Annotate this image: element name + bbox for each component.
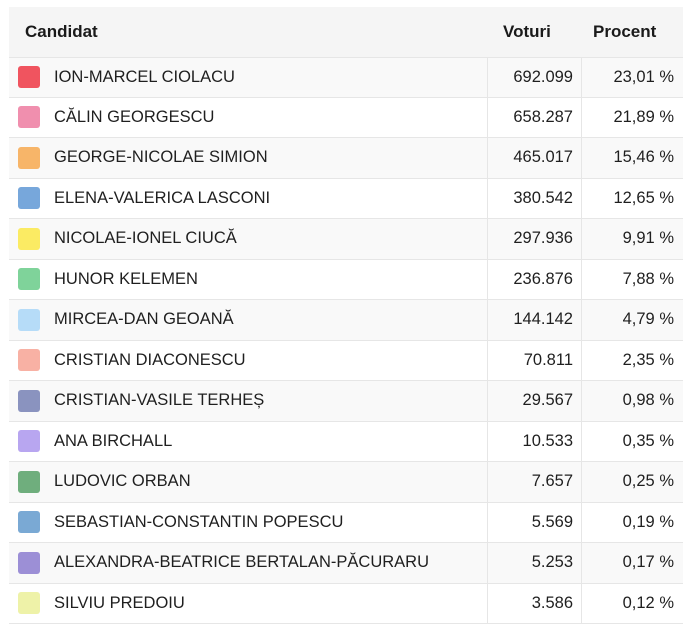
percent-cell: 21,89 %	[581, 97, 683, 137]
table-row: CĂLIN GEORGESCU 658.287 21,89 %	[9, 97, 683, 138]
votes-cell: 692.099	[487, 58, 581, 97]
candidate-cell: NICOLAE-IONEL CIUCĂ	[9, 219, 487, 259]
candidate-name: CĂLIN GEORGESCU	[54, 107, 215, 126]
votes-cell: 465.017	[487, 138, 581, 178]
candidate-name: CRISTIAN-VASILE TERHEȘ	[54, 391, 265, 410]
percent-cell: 23,01 %	[581, 58, 683, 97]
candidate-cell: GEORGE-NICOLAE SIMION	[9, 138, 487, 178]
votes-cell: 236.876	[487, 259, 581, 299]
table-row: SEBASTIAN-CONSTANTIN POPESCU 5.569 0,19 %	[9, 502, 683, 543]
table-row: ALEXANDRA-BEATRICE BERTALAN-PĂCURARU 5.25…	[9, 543, 683, 584]
party-color-swatch	[18, 66, 40, 89]
votes-cell: 5.253	[487, 543, 581, 583]
results-table: Candidat Voturi Procent ION-MARCEL CIOLA…	[9, 7, 683, 624]
candidate-cell: ELENA-VALERICA LASCONI	[9, 179, 487, 219]
votes-cell: 70.811	[487, 340, 581, 380]
votes-cell: 297.936	[487, 219, 581, 259]
party-color-swatch	[18, 146, 40, 169]
percent-cell: 0,35 %	[581, 421, 683, 461]
candidate-name: LUDOVIC ORBAN	[54, 472, 191, 491]
votes-cell: 7.657	[487, 462, 581, 502]
percent-cell: 0,17 %	[581, 543, 683, 583]
candidate-name: ALEXANDRA-BEATRICE BERTALAN-PĂCURARU	[54, 553, 429, 572]
candidate-name: ELENA-VALERICA LASCONI	[54, 188, 271, 207]
party-color-swatch	[18, 349, 40, 372]
table-row: HUNOR KELEMEN 236.876 7,88 %	[9, 259, 683, 300]
header-votes[interactable]: Voturi	[503, 22, 551, 41]
party-color-swatch	[18, 308, 40, 331]
candidate-cell: ION-MARCEL CIOLACU	[9, 58, 487, 97]
party-color-swatch	[18, 511, 40, 534]
candidate-name: ION-MARCEL CIOLACU	[54, 67, 235, 86]
table-header: Candidat Voturi Procent	[9, 7, 683, 57]
table-body: ION-MARCEL CIOLACU 692.099 23,01 % CĂLIN GE…	[9, 57, 683, 624]
candidate-cell: CĂLIN GEORGESCU	[9, 98, 487, 138]
table-row: CRISTIAN-VASILE TERHEȘ 29.567 0,98 %	[9, 381, 683, 422]
candidate-name: NICOLAE-IONEL CIUCĂ	[54, 229, 237, 248]
party-color-swatch	[18, 187, 40, 210]
party-color-swatch	[18, 389, 40, 412]
votes-cell: 5.569	[487, 502, 581, 542]
votes-cell: 10.533	[487, 421, 581, 461]
percent-cell: 0,19 %	[581, 502, 683, 542]
table-row: NICOLAE-IONEL CIUCĂ 297.936 9,91 %	[9, 219, 683, 260]
candidate-cell: HUNOR KELEMEN	[9, 260, 487, 300]
candidate-cell: ALEXANDRA-BEATRICE BERTALAN-PĂCURARU	[9, 543, 487, 583]
percent-cell: 15,46 %	[581, 138, 683, 178]
candidate-cell: SEBASTIAN-CONSTANTIN POPESCU	[9, 503, 487, 543]
candidate-name: SEBASTIAN-CONSTANTIN POPESCU	[54, 512, 344, 531]
percent-cell: 12,65 %	[581, 178, 683, 218]
votes-cell: 144.142	[487, 300, 581, 340]
votes-cell: 3.586	[487, 583, 581, 623]
candidate-cell: ANA BIRCHALL	[9, 422, 487, 462]
candidate-name: MIRCEA-DAN GEOANĂ	[54, 310, 234, 329]
party-color-swatch	[18, 470, 40, 493]
percent-cell: 4,79 %	[581, 300, 683, 340]
percent-cell: 7,88 %	[581, 259, 683, 299]
percent-cell: 0,98 %	[581, 381, 683, 421]
table-row: CRISTIAN DIACONESCU 70.811 2,35 %	[9, 340, 683, 381]
candidate-name: GEORGE-NICOLAE SIMION	[54, 148, 268, 167]
table-row: ION-MARCEL CIOLACU 692.099 23,01 %	[9, 57, 683, 98]
party-color-swatch	[18, 106, 40, 129]
party-color-swatch	[18, 551, 40, 574]
table-row: ANA BIRCHALL 10.533 0,35 %	[9, 421, 683, 462]
party-color-swatch	[18, 592, 40, 615]
votes-cell: 380.542	[487, 178, 581, 218]
party-color-swatch	[18, 227, 40, 250]
candidate-name: HUNOR KELEMEN	[54, 269, 198, 288]
table-row: MIRCEA-DAN GEOANĂ 144.142 4,79 %	[9, 300, 683, 341]
table-row: GEORGE-NICOLAE SIMION 465.017 15,46 %	[9, 138, 683, 179]
header-percent[interactable]: Procent	[593, 22, 657, 41]
percent-cell: 0,12 %	[581, 583, 683, 623]
percent-cell: 2,35 %	[581, 340, 683, 380]
table-row: LUDOVIC ORBAN 7.657 0,25 %	[9, 462, 683, 503]
candidate-cell: CRISTIAN DIACONESCU	[9, 341, 487, 381]
candidate-name: CRISTIAN DIACONESCU	[54, 350, 246, 369]
votes-cell: 658.287	[487, 97, 581, 137]
header-candidate[interactable]: Candidat	[25, 22, 98, 41]
candidate-cell: LUDOVIC ORBAN	[9, 462, 487, 502]
candidate-cell: CRISTIAN-VASILE TERHEȘ	[9, 381, 487, 421]
votes-cell: 29.567	[487, 381, 581, 421]
candidate-cell: MIRCEA-DAN GEOANĂ	[9, 300, 487, 340]
table-row: ELENA-VALERICA LASCONI 380.542 12,65 %	[9, 178, 683, 219]
candidate-cell: SILVIU PREDOIU	[9, 584, 487, 624]
percent-cell: 0,25 %	[581, 462, 683, 502]
candidate-name: SILVIU PREDOIU	[54, 593, 185, 612]
table-row: SILVIU PREDOIU 3.586 0,12 %	[9, 583, 683, 624]
percent-cell: 9,91 %	[581, 219, 683, 259]
party-color-swatch	[18, 430, 40, 453]
party-color-swatch	[18, 268, 40, 291]
candidate-name: ANA BIRCHALL	[54, 431, 173, 450]
